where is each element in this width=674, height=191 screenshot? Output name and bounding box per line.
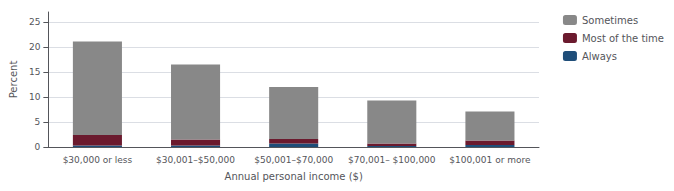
svg-text:10: 10 [29,92,41,102]
svg-text:25: 25 [29,17,40,27]
svg-text:Most of the time: Most of the time [582,33,664,44]
svg-text:Always: Always [582,51,617,62]
svg-text:20: 20 [29,42,41,52]
svg-text:Percent: Percent [8,61,19,99]
svg-text:Annual personal income ($): Annual personal income ($) [225,171,363,182]
svg-text:5: 5 [35,117,41,127]
svg-text:Sometimes: Sometimes [582,15,638,26]
svg-text:15: 15 [29,67,40,77]
svg-text:0: 0 [35,142,41,152]
svg-text:$30,001–$50,000: $30,001–$50,000 [156,155,235,165]
svg-text:$30,000 or less: $30,000 or less [63,155,133,165]
svg-text:$50,001–$70,000: $50,001–$70,000 [254,155,333,165]
svg-text:$100,001 or more: $100,001 or more [449,155,531,165]
svg-text:$70,001– $100,000: $70,001– $100,000 [348,155,436,165]
